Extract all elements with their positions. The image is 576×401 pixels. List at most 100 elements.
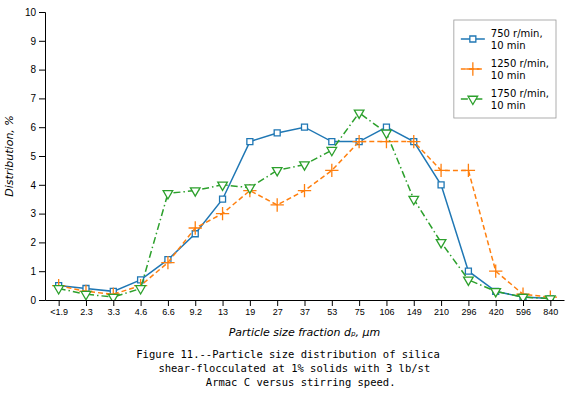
x-tick: 420 bbox=[489, 300, 504, 317]
y-tick-mark bbox=[39, 41, 45, 42]
x-tick-mark bbox=[550, 300, 551, 306]
legend-marker bbox=[468, 96, 478, 104]
series-marker bbox=[354, 110, 364, 118]
x-tick-mark bbox=[195, 300, 196, 306]
y-tick: 10 bbox=[25, 7, 45, 18]
series-marker bbox=[438, 182, 444, 188]
x-tick-mark bbox=[250, 300, 251, 306]
chart: 012345678910<1.92.33.34.66.69.2131927375… bbox=[0, 0, 576, 401]
x-tick: 9.2 bbox=[189, 300, 202, 317]
series-marker bbox=[108, 294, 118, 300]
x-tick-label: 296 bbox=[461, 307, 476, 317]
legend-label: 750 r/min,10 min bbox=[491, 28, 543, 51]
x-tick: 53 bbox=[327, 300, 337, 317]
x-tick-mark bbox=[441, 300, 442, 306]
x-tick: 596 bbox=[516, 300, 531, 317]
series-marker bbox=[190, 188, 200, 196]
series-marker bbox=[491, 289, 501, 297]
x-tick-label: 149 bbox=[407, 307, 422, 317]
series-marker bbox=[161, 256, 174, 269]
legend-label: 1750 r/min,10 min bbox=[491, 88, 549, 111]
caption-line: Armac C versus stirring speed. bbox=[181, 376, 396, 388]
x-tick: 6.6 bbox=[162, 300, 175, 317]
series-line bbox=[59, 142, 551, 298]
y-tick-mark bbox=[39, 271, 45, 272]
x-tick-mark bbox=[277, 300, 278, 306]
y-tick: 7 bbox=[30, 93, 45, 104]
y-tick-mark bbox=[39, 127, 45, 128]
x-tick-mark bbox=[496, 300, 497, 306]
x-tick-mark bbox=[414, 300, 415, 306]
series-marker bbox=[136, 286, 146, 294]
x-tick-label: 6.6 bbox=[162, 307, 175, 317]
x-tick-mark bbox=[359, 300, 360, 306]
y-tick: 1 bbox=[30, 266, 45, 277]
x-tick: 3.3 bbox=[108, 300, 121, 317]
y-tick-mark bbox=[39, 185, 45, 186]
x-tick-label: 210 bbox=[434, 307, 449, 317]
x-tick: 27 bbox=[273, 300, 283, 317]
x-tick: 19 bbox=[245, 300, 255, 317]
x-tick-label: 106 bbox=[379, 307, 394, 317]
y-tick-mark bbox=[39, 70, 45, 71]
series-line bbox=[59, 127, 551, 298]
y-tick-label: 0 bbox=[30, 295, 36, 306]
series-marker bbox=[546, 296, 556, 300]
series-line bbox=[59, 113, 551, 299]
x-tick-label: 596 bbox=[516, 307, 531, 317]
y-tick-label: 10 bbox=[25, 7, 37, 18]
x-tick-mark bbox=[305, 300, 306, 306]
y-tick: 8 bbox=[30, 64, 45, 75]
series-marker bbox=[271, 198, 284, 211]
series-marker bbox=[298, 184, 311, 197]
x-tick-label: 2.3 bbox=[80, 307, 93, 317]
y-tick-label: 2 bbox=[30, 237, 36, 248]
y-axis-title: Distribution, % bbox=[3, 115, 16, 197]
legend-box bbox=[454, 20, 556, 118]
x-tick: 296 bbox=[461, 300, 476, 317]
caption-line: Figure 11.--Particle size distribution o… bbox=[136, 348, 439, 360]
x-tick-mark bbox=[113, 300, 114, 306]
y-tick: 2 bbox=[30, 237, 45, 248]
x-tick: 2.3 bbox=[80, 300, 93, 317]
x-tick-mark bbox=[468, 300, 469, 306]
x-tick-label: 37 bbox=[300, 307, 310, 317]
caption-line: shear-flocculated at 1% solids with 3 lb… bbox=[146, 362, 430, 374]
x-tick-mark bbox=[223, 300, 224, 306]
x-tick-label: 19 bbox=[245, 307, 255, 317]
y-tick: 5 bbox=[30, 151, 45, 162]
series-marker bbox=[462, 164, 475, 177]
y-tick-mark bbox=[39, 98, 45, 99]
series-marker bbox=[383, 124, 389, 130]
y-tick: 9 bbox=[30, 36, 45, 47]
x-tick-mark bbox=[59, 300, 60, 306]
legend: 750 r/min,10 min 1250 r/min,10 min 1750 r/… bbox=[454, 20, 556, 118]
y-tick-label: 6 bbox=[30, 122, 36, 133]
x-tick-mark bbox=[386, 300, 387, 306]
legend-item: 1250 r/min,10 min bbox=[461, 58, 549, 81]
y-tick-mark bbox=[39, 242, 45, 243]
series-marker bbox=[216, 207, 229, 220]
x-tick-mark bbox=[168, 300, 169, 306]
series-marker bbox=[274, 130, 280, 136]
series-marker bbox=[272, 168, 282, 176]
series-marker bbox=[325, 164, 338, 177]
x-tick-label: 3.3 bbox=[108, 307, 121, 317]
x-tick: 4.6 bbox=[135, 300, 148, 317]
x-tick-mark bbox=[523, 300, 524, 306]
legend-marker bbox=[470, 36, 476, 42]
series-marker bbox=[218, 182, 228, 190]
y-tick-label: 7 bbox=[30, 93, 36, 104]
x-tick-label: 420 bbox=[489, 307, 504, 317]
y-tick: 4 bbox=[30, 180, 45, 191]
y-tick: 0 bbox=[30, 295, 45, 306]
x-tick-label: <1.9 bbox=[50, 307, 68, 317]
series-marker bbox=[163, 191, 173, 199]
y-tick-label: 4 bbox=[30, 180, 36, 191]
series-marker bbox=[220, 196, 226, 202]
y-tick-label: 1 bbox=[30, 266, 36, 277]
series-marker bbox=[434, 164, 447, 177]
x-tick-label: 53 bbox=[327, 307, 337, 317]
y-tick-mark bbox=[39, 156, 45, 157]
series-marker bbox=[382, 130, 392, 138]
